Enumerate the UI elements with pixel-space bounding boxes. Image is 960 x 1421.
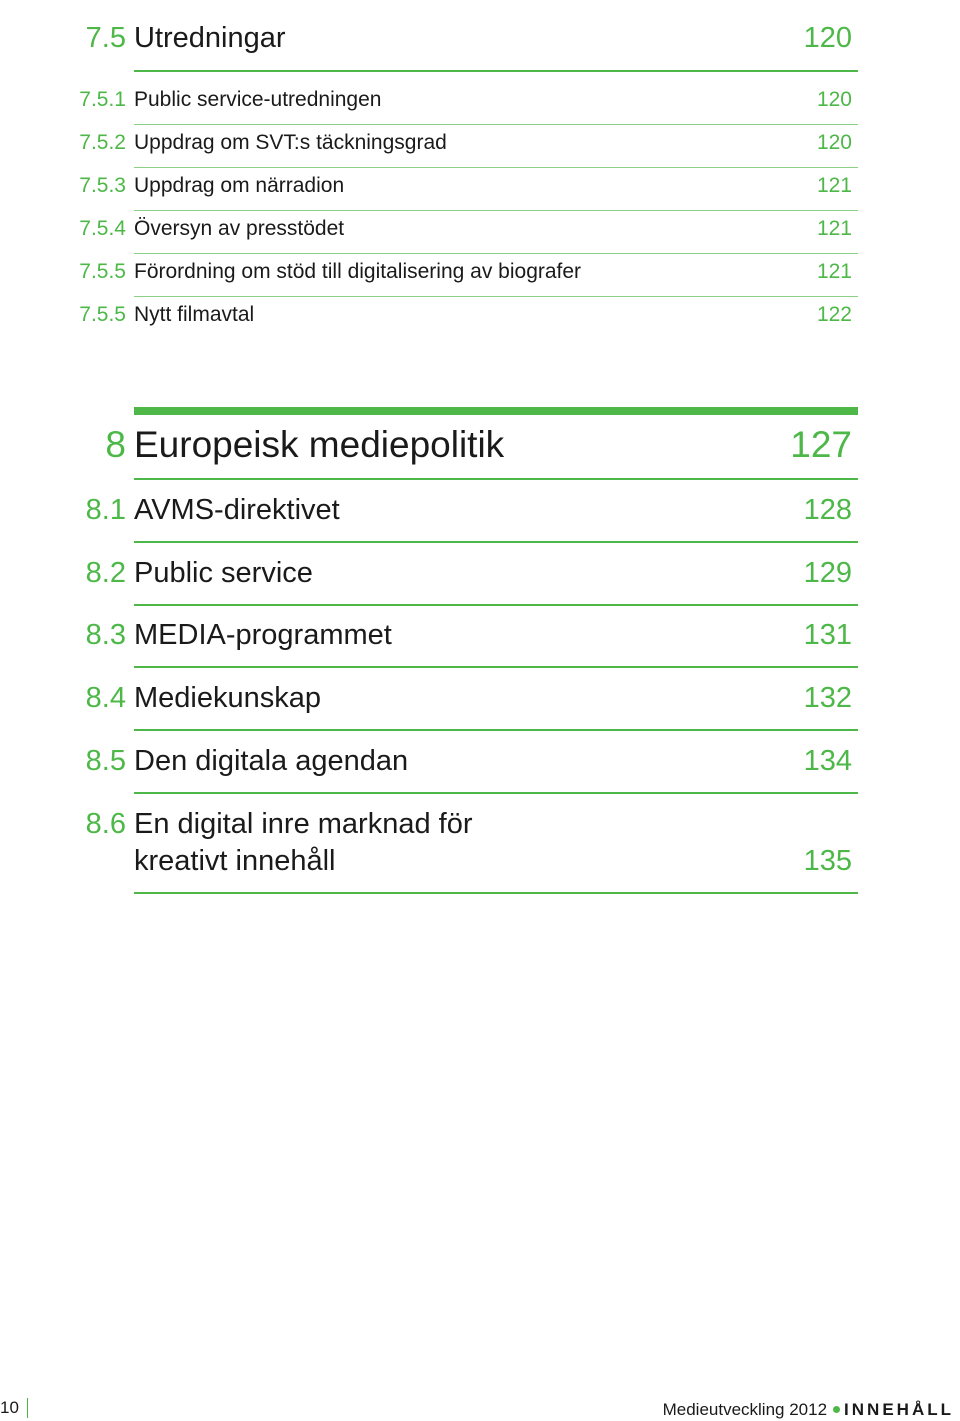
- section-divider: [134, 892, 858, 894]
- subsection-divider: [134, 124, 858, 125]
- page-number: 10: [0, 1398, 19, 1417]
- subsection-number: 7.5.3: [79, 174, 126, 197]
- subsection-divider: [134, 296, 858, 297]
- section-title: AVMS-direktivet: [134, 494, 340, 526]
- section-page: 128: [803, 494, 852, 526]
- subsection-page: 122: [816, 303, 852, 326]
- section-divider: [134, 541, 858, 543]
- bullet-icon: [833, 1406, 841, 1414]
- subsection-title: Nytt filmavtal: [134, 303, 255, 326]
- section-title: Den digitala agendan: [134, 745, 409, 777]
- subsection-page: 121: [816, 260, 852, 283]
- section-title-line2: kreativt innehåll: [134, 845, 336, 877]
- page-number-bar: [27, 1398, 28, 1418]
- section-label: INNEHÅLL: [844, 1400, 954, 1419]
- subsection-title: Förordning om stöd till digitalisering a…: [134, 260, 582, 283]
- running-footer: Medieutveckling 2012 INNEHÅLL: [663, 1400, 954, 1420]
- subsection-page: 120: [816, 88, 852, 111]
- section-number: 8.2: [85, 557, 126, 589]
- subsection-number: 7.5.5: [79, 303, 126, 326]
- section-number: 8.1: [85, 494, 126, 526]
- subsection-page: 120: [816, 131, 852, 154]
- section-title: En digital inre marknad för: [134, 808, 473, 840]
- section-number: 7.5: [85, 22, 126, 54]
- section-page: 132: [803, 682, 852, 714]
- section-title: Public service: [134, 557, 313, 589]
- subsection-number: 7.5.1: [79, 88, 126, 111]
- section-number: 8.3: [85, 619, 126, 651]
- subsection-page: 121: [816, 217, 852, 240]
- section-divider: [134, 604, 858, 606]
- section-number: 8.5: [85, 745, 126, 777]
- publication-title: Medieutveckling 2012: [662, 1400, 828, 1419]
- section-title: Mediekunskap: [134, 682, 321, 714]
- section-page: 135: [803, 845, 852, 877]
- chapter-page: 127: [790, 424, 852, 465]
- chapter-divider: [134, 407, 858, 415]
- subsection-title: Översyn av presstödet: [134, 217, 345, 240]
- section-number: 8.4: [85, 682, 126, 714]
- chapter-number: 8: [105, 424, 126, 465]
- section-divider: [134, 666, 858, 668]
- section-page: 120: [803, 22, 852, 54]
- subsection-title: Public service-utredningen: [134, 88, 382, 111]
- subsection-divider: [134, 253, 858, 254]
- chapter-title: Europeisk mediepolitik: [134, 424, 505, 465]
- subsection-number: 7.5.2: [79, 131, 126, 154]
- section-number: 8.6: [85, 808, 126, 840]
- subsection-page: 121: [816, 174, 852, 197]
- subsection-divider: [134, 167, 858, 168]
- subsection-number: 7.5.4: [79, 217, 126, 240]
- section-divider: [134, 729, 858, 731]
- section-page: 134: [803, 745, 852, 777]
- subsection-title: Uppdrag om närradion: [134, 174, 345, 197]
- subsection-divider: [134, 210, 858, 211]
- section-page: 129: [803, 557, 852, 589]
- section-divider: [134, 792, 858, 794]
- section-page: 131: [803, 619, 852, 651]
- section-title: Utredningar: [134, 22, 286, 54]
- subsection-number: 7.5.5: [79, 260, 126, 283]
- section-divider: [134, 478, 858, 480]
- section-divider: [134, 70, 858, 72]
- subsection-title: Uppdrag om SVT:s täckningsgrad: [134, 131, 447, 154]
- section-title: MEDIA-programmet: [134, 619, 392, 651]
